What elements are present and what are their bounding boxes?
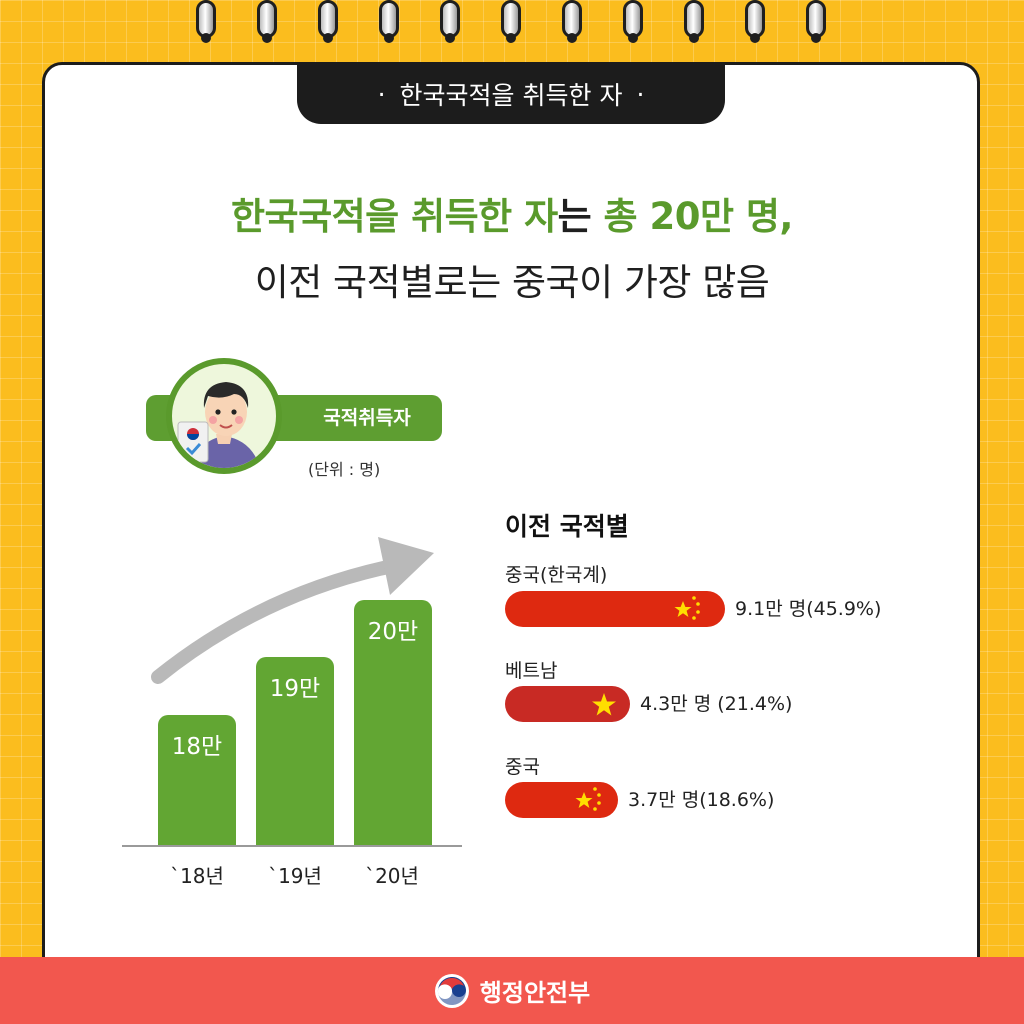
headline-green-a: 한국국적을 취득한 자 [231, 195, 558, 238]
nationality-label-china: 중국 [505, 756, 540, 778]
binder-ring [684, 0, 704, 43]
x-axis-line [122, 845, 462, 847]
headline-line2: 이전 국적별로는 중국이 가장 많음 [254, 261, 770, 304]
binder-ring [623, 0, 643, 43]
nationality-title: 이전 국적별 [505, 512, 629, 541]
nationality-bar-vietnam [505, 686, 630, 722]
bar-2020: 20만 [354, 600, 432, 845]
footer-org: 행정안전부 [479, 979, 591, 1007]
legend-label: 국적취득자 [323, 407, 411, 429]
dot-icon: · [636, 79, 645, 109]
footer-bar: 행정안전부 [0, 957, 1024, 1024]
headline-green-b: 총 20만 명, [603, 195, 794, 238]
binder-ring [745, 0, 765, 43]
nationality-bar-china [505, 782, 618, 818]
binder-ring [379, 0, 399, 43]
x-tick-2018: `18년 [170, 864, 224, 888]
x-tick-2019: `19년 [268, 864, 322, 888]
headline-line1: 한국국적을 취득한 자는 총 20만 명, [0, 186, 1024, 240]
binder-ring [318, 0, 338, 43]
binder-ring [196, 0, 216, 43]
nationality-label-china-korean: 중국(한국계) [505, 564, 608, 586]
china-flag [505, 591, 725, 627]
nationality-label-vietnam: 베트남 [505, 660, 558, 682]
headline-dark: 는 [557, 195, 604, 238]
china-flag [505, 782, 618, 818]
binder-ring [257, 0, 277, 43]
nationality-value-china-korean: 9.1만 명(45.9%) [735, 598, 882, 620]
binder-ring [562, 0, 582, 43]
binder-ring [440, 0, 460, 43]
nationality-value-china: 3.7만 명(18.6%) [628, 789, 775, 811]
trend-arrow-icon [151, 537, 434, 684]
taegeuk-emblem-icon [434, 973, 469, 1008]
nationality-value-vietnam: 4.3만 명 (21.4%) [640, 693, 793, 715]
section-tab-title: 한국국적을 취득한 자 [399, 81, 623, 110]
dot-icon: · [377, 79, 386, 109]
avatar [166, 358, 282, 474]
vietnam-flag [505, 686, 630, 722]
bar-2019: 19만 [256, 657, 334, 845]
binder-ring [501, 0, 521, 43]
bar-2018: 18만 [158, 714, 236, 845]
x-tick-2020: `20년 [365, 864, 419, 888]
person-with-passport-icon [177, 382, 260, 468]
binder-ring [806, 0, 826, 43]
nationality-bar-china-korean [505, 591, 725, 627]
unit-label: (단위 : 명) [308, 460, 381, 479]
section-tab: · 한국국적을 취득한 자 · [297, 64, 725, 124]
